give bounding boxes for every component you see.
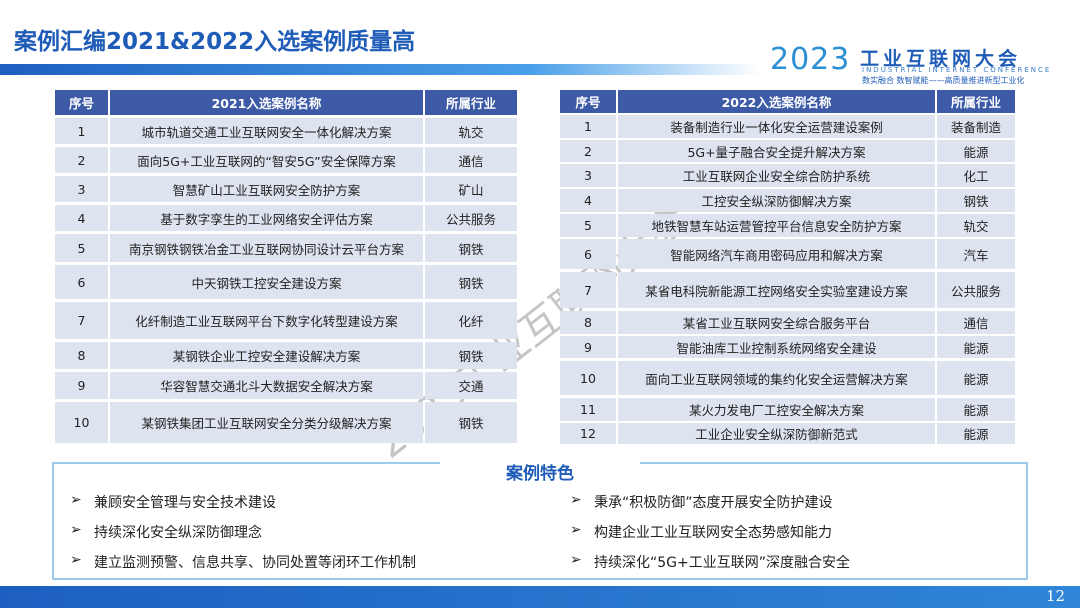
table-cell: 公共服务 — [425, 205, 517, 231]
feature-item: 秉承“积极防御”态度开展安全防护建设 — [594, 495, 833, 511]
bullet-arrow: ➢ — [570, 522, 582, 538]
table-cell: 某钢铁企业工控安全建设解决方案 — [110, 342, 423, 369]
table-cell: 1 — [560, 115, 616, 138]
table-cell: 城市轨道交通工业互联网安全一体化解决方案 — [110, 118, 423, 144]
logo-english: INDUSTRIAL INTERNET CONFERENCE — [862, 66, 1052, 74]
table-cell: 化工 — [937, 164, 1015, 187]
table-cell: 公共服务 — [937, 272, 1015, 308]
logo-slogan: 数实融合 数智赋能——高质量推进新型工业化 — [862, 76, 1025, 85]
table-cell: 6 — [560, 239, 616, 269]
table-cell: 交通 — [425, 372, 517, 399]
logo-year: 2023 — [770, 42, 851, 77]
title-bar — [0, 64, 760, 75]
features-title: 案例特色 — [506, 464, 574, 484]
feature-item: 兼顾安全管理与安全技术建设 — [94, 495, 276, 511]
title: 案例汇编2021&2022入选案例质量高 — [14, 29, 416, 55]
table-cell: 12 — [560, 423, 616, 444]
table-cell: 地铁智慧车站运营管控平台信息安全防护方案 — [618, 214, 935, 237]
table-cell: 9 — [560, 336, 616, 358]
table-header: 2022入选案例名称 — [618, 90, 935, 113]
table-cell: 钢铁 — [425, 234, 517, 262]
table-cell: 钢铁 — [425, 342, 517, 369]
feature-item: 建立监测预警、信息共享、协同处置等闭环工作机制 — [94, 555, 416, 571]
page-number: 12 — [1046, 587, 1066, 605]
logo-name: 工业互联网大会 — [860, 48, 1022, 70]
table-header: 序号 — [560, 90, 616, 113]
table-cell: 钢铁 — [937, 189, 1015, 212]
table-header: 所属行业 — [425, 90, 517, 115]
bullet-arrow: ➢ — [70, 552, 82, 568]
bullet-arrow: ➢ — [570, 492, 582, 508]
table-cell: 10 — [55, 402, 108, 443]
table-cell: 某省电科院新能源工控网络安全实验室建设方案 — [618, 272, 935, 308]
table-cell: 钢铁 — [425, 265, 517, 299]
table-cell: 5G+量子融合安全提升解决方案 — [618, 140, 935, 162]
table-cell: 轨交 — [425, 118, 517, 144]
table-cell: 轨交 — [937, 214, 1015, 237]
table-cell: 1 — [55, 118, 108, 144]
table-cell: 钢铁 — [425, 402, 517, 443]
footer-band — [0, 586, 1080, 608]
table-cell: 某省工业互联网安全综合服务平台 — [618, 311, 935, 334]
table-cell: 2 — [560, 140, 616, 162]
table-cell: 6 — [55, 265, 108, 299]
table-cell: 2 — [55, 147, 108, 173]
feature-item: 持续深化“5G+工业互联网”深度融合安全 — [594, 555, 850, 571]
table-cell: 能源 — [937, 398, 1015, 421]
table-cell: 能源 — [937, 361, 1015, 395]
table-cell: 基于数字孪生的工业网络安全评估方案 — [110, 205, 423, 231]
table-cell: 7 — [55, 302, 108, 339]
table-cell: 装备制造 — [937, 115, 1015, 138]
table-cell: 9 — [55, 372, 108, 399]
table-cell: 工业互联网企业安全综合防护系统 — [618, 164, 935, 187]
bullet-arrow: ➢ — [70, 522, 82, 538]
table-cell: 中天钢铁工控安全建设方案 — [110, 265, 423, 299]
table-cell: 化纤制造工业互联网平台下数字化转型建设方案 — [110, 302, 423, 339]
table-cell: 5 — [560, 214, 616, 237]
table-cell: 7 — [560, 272, 616, 308]
table-cell: 装备制造行业一体化安全运营建设案例 — [618, 115, 935, 138]
table-cell: 智能网络汽车商用密码应用和解决方案 — [618, 239, 935, 269]
table-cell: 汽车 — [937, 239, 1015, 269]
bullet-arrow: ➢ — [70, 492, 82, 508]
table-cell: 能源 — [937, 140, 1015, 162]
feature-item: 构建企业工业互联网安全态势感知能力 — [594, 525, 832, 541]
table-cell: 某火力发电厂工控安全解决方案 — [618, 398, 935, 421]
feature-item: 持续深化安全纵深防御理念 — [94, 525, 262, 541]
box-gap — [440, 458, 640, 468]
table-cell: 面向5G+工业互联网的“智安5G”安全保障方案 — [110, 147, 423, 173]
table-cell: 工控安全纵深防御解决方案 — [618, 189, 935, 212]
table-cell: 通信 — [425, 147, 517, 173]
table-cell: 智能油库工业控制系统网络安全建设 — [618, 336, 935, 358]
table-header: 序号 — [55, 90, 108, 115]
table-cell: 4 — [560, 189, 616, 212]
bullet-arrow: ➢ — [570, 552, 582, 568]
table-cell: 面向工业互联网领域的集约化安全运营解决方案 — [618, 361, 935, 395]
table-cell: 4 — [55, 205, 108, 231]
table-cell: 10 — [560, 361, 616, 395]
table-cell: 3 — [55, 176, 108, 202]
table-cell: 3 — [560, 164, 616, 187]
table-cell: 南京钢铁钢铁冶金工业互联网协同设计云平台方案 — [110, 234, 423, 262]
table-cell: 工业企业安全纵深防御新范式 — [618, 423, 935, 444]
table-header: 2021入选案例名称 — [110, 90, 423, 115]
table-cell: 某钢铁集团工业互联网安全分类分级解决方案 — [110, 402, 423, 443]
table-cell: 11 — [560, 398, 616, 421]
table-cell: 8 — [560, 311, 616, 334]
table-cell: 5 — [55, 234, 108, 262]
table-cell: 能源 — [937, 336, 1015, 358]
table-cell: 通信 — [937, 311, 1015, 334]
table-cell: 智慧矿山工业互联网安全防护方案 — [110, 176, 423, 202]
table-cell: 化纤 — [425, 302, 517, 339]
table-cell: 8 — [55, 342, 108, 369]
table-header: 所属行业 — [937, 90, 1015, 113]
table-cell: 矿山 — [425, 176, 517, 202]
table-cell: 能源 — [937, 423, 1015, 444]
table-cell: 华容智慧交通北斗大数据安全解决方案 — [110, 372, 423, 399]
